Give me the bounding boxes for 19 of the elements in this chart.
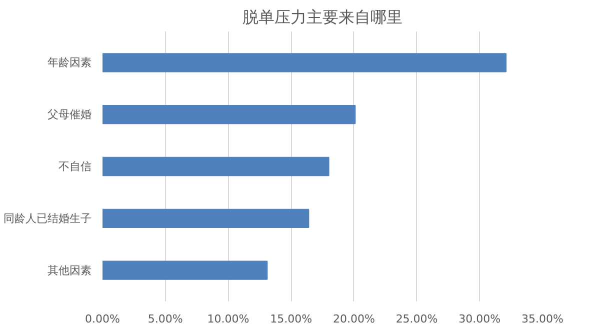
bar xyxy=(102,104,356,124)
bar xyxy=(102,208,310,228)
x-tick-label: 15.00% xyxy=(270,312,312,326)
y-tick-label: 父母催婚 xyxy=(48,108,92,122)
y-tick-label: 不自信 xyxy=(58,160,92,173)
y-tick-label: 同龄人已结婚生子 xyxy=(4,212,92,225)
x-tick-label: 10.00% xyxy=(207,312,250,326)
bar xyxy=(102,156,330,176)
x-tick-label: 5.00% xyxy=(148,312,183,326)
y-tick-label: 其他因素 xyxy=(48,264,92,277)
x-tick-label: 25.00% xyxy=(396,312,438,326)
x-tick-label: 0.00% xyxy=(85,312,120,326)
x-tick-label: 20.00% xyxy=(332,312,375,326)
bar xyxy=(102,53,507,72)
bar xyxy=(102,260,268,280)
x-tick-label: 35.00% xyxy=(522,312,564,326)
chart-title: 脱单压力主要来自哪里 xyxy=(242,8,402,26)
y-tick-label: 年龄因素 xyxy=(48,56,92,70)
x-tick-label: 30.00% xyxy=(458,312,501,326)
